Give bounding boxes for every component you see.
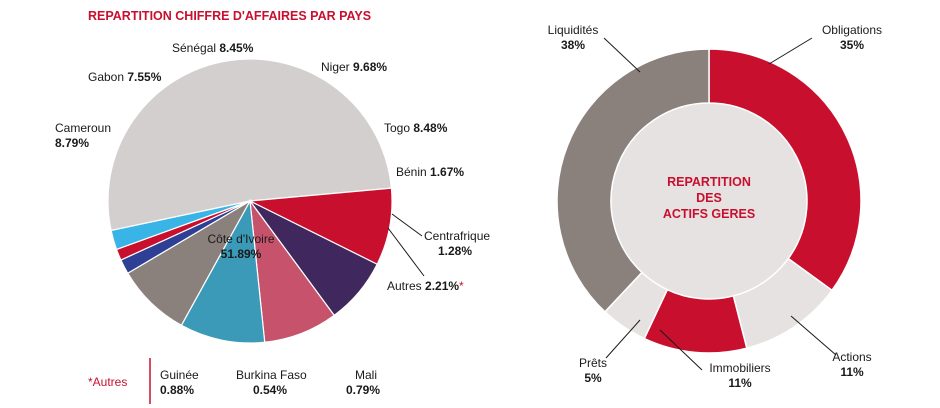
others-footnote: *Autres Guinée 0.88% Burkina Faso 0.54% … xyxy=(88,358,380,404)
donut-slice-liquidites xyxy=(556,48,710,313)
slice-label-senegal: Sénégal 8.45% xyxy=(172,41,254,55)
leader-line-centrafrique xyxy=(391,213,423,237)
slice-label-cote-d-ivoire: Côte d'Ivoire xyxy=(208,232,275,246)
center-label-line: ACTIFS GERES xyxy=(663,207,755,221)
slice-label-gabon: Gabon 7.55% xyxy=(88,70,162,84)
slice-value-prets: 5% xyxy=(584,371,602,385)
leader-line-autres xyxy=(387,227,425,277)
donut-center-disc xyxy=(611,103,807,299)
slice-value-togo: 8.48% xyxy=(413,121,447,135)
slice-value-immobiliers: 11% xyxy=(728,376,752,390)
slice-value-centrafrique: 1.28% xyxy=(438,244,472,258)
center-label-line: DES xyxy=(696,191,722,205)
leader-line-liquidites xyxy=(603,37,641,73)
slice-label-prets: Prêts xyxy=(579,356,607,370)
slice-value-senegal: 8.45% xyxy=(219,41,253,55)
footnote-item-value: 0.54% xyxy=(253,383,287,397)
pie-slice-cote-d-ivoire xyxy=(107,58,393,232)
donut-labels: Obligations35%Actions11%Immobiliers11%Pr… xyxy=(548,23,882,390)
slice-value-actions: 11% xyxy=(840,365,864,379)
slice-value-niger: 9.68% xyxy=(353,60,387,74)
slice-label-niger: Niger 9.68% xyxy=(321,60,387,74)
center-label-line: REPARTITION xyxy=(667,175,751,189)
leader-line-actions xyxy=(790,315,837,356)
donut-center-label: REPARTITION DES ACTIFS GERES xyxy=(663,175,755,221)
footnote-label: *Autres xyxy=(88,375,127,389)
slice-label-immobiliers: Immobiliers xyxy=(709,361,770,375)
slice-value-autres: 2.21% xyxy=(425,279,459,293)
footnote-item-label: Mali xyxy=(355,368,377,382)
slice-value-cote-d-ivoire: 51.89% xyxy=(221,247,262,261)
slice-value-gabon: 7.55% xyxy=(127,70,161,84)
footnote-marker: * xyxy=(459,279,464,293)
slice-label-centrafrique: Centrafrique xyxy=(424,229,490,243)
pie-slice-autres xyxy=(110,200,251,251)
managed-assets-donut xyxy=(556,48,862,354)
slice-value-cameroun: 8.79% xyxy=(55,136,89,150)
slice-label-togo: Togo 8.48% xyxy=(384,121,448,135)
leader-line-obligations xyxy=(768,37,813,65)
footnote-item-label: Burkina Faso xyxy=(236,368,307,382)
footnote-item-value: 0.79% xyxy=(346,383,380,397)
slice-label-autres: Autres 2.21%* xyxy=(387,279,464,293)
slice-label-actions: Actions xyxy=(832,350,871,364)
slice-value-liquidites: 38% xyxy=(561,38,585,52)
slice-label-obligations: Obligations xyxy=(822,23,882,37)
slice-label-liquidites: Liquidités xyxy=(548,23,599,37)
slice-label-benin: Bénin 1.67% xyxy=(396,165,464,179)
slice-label-cameroun: Cameroun xyxy=(55,121,111,135)
slice-value-benin: 1.67% xyxy=(430,165,464,179)
slice-value-obligations: 35% xyxy=(840,38,864,52)
leader-line-immobiliers xyxy=(659,329,703,371)
pie-slice-niger xyxy=(180,199,266,344)
donut-slice-obligations xyxy=(708,48,862,292)
footnote-item-value: 0.88% xyxy=(160,383,194,397)
pie-title: REPARTITION CHIFFRE D'AFFAIRES PAR PAYS xyxy=(88,9,371,23)
footnote-item-label: Guinée xyxy=(160,368,199,382)
revenue-by-country-pie xyxy=(107,58,393,344)
leader-line-prets xyxy=(605,319,641,359)
